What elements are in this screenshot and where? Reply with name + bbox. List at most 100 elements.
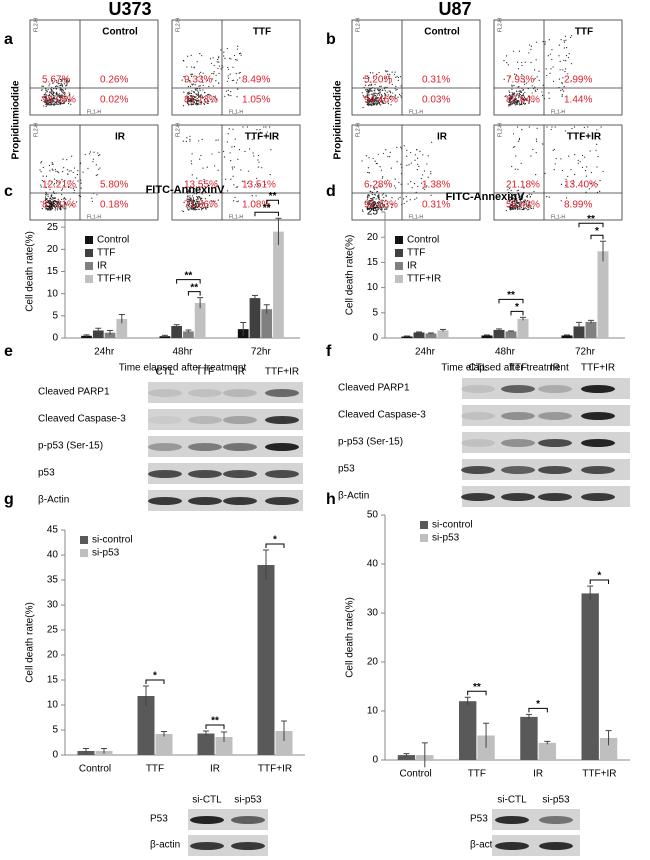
event-dot (571, 182, 573, 184)
event-dot (422, 187, 424, 189)
event-dot (66, 169, 69, 171)
event-dot (513, 84, 515, 87)
event-dot (511, 84, 513, 86)
event-dot (509, 95, 512, 97)
event-dot (548, 92, 550, 94)
event-dot (379, 204, 382, 206)
event-dot (533, 79, 535, 81)
y-tick-label: 10 (47, 700, 59, 711)
event-dot (53, 101, 55, 103)
x-tick-label: TTF+IR (582, 769, 616, 780)
event-dot (373, 90, 375, 92)
event-dot (201, 55, 203, 57)
event-dot (190, 208, 193, 210)
event-dot (395, 85, 397, 87)
event-dot (49, 104, 52, 106)
event-dot (223, 150, 225, 153)
event-dot (207, 100, 209, 102)
event-dot (196, 61, 198, 63)
event-dot (574, 173, 576, 176)
event-dot (530, 45, 532, 47)
event-dot (205, 95, 207, 97)
event-dot (189, 99, 191, 102)
quadrant-percent: 5.80% (100, 180, 128, 191)
y-tick-label: 40 (367, 559, 379, 570)
event-dot (193, 199, 195, 202)
event-dot (60, 102, 62, 104)
blot-strip (462, 378, 630, 399)
event-dot (369, 72, 372, 74)
event-dot (384, 207, 386, 209)
event-dot (233, 54, 236, 57)
event-dot (193, 67, 195, 69)
event-dot (65, 80, 68, 82)
event-dot (368, 202, 370, 204)
event-dot (69, 94, 71, 96)
blot-band (501, 493, 535, 501)
event-dot (378, 94, 381, 96)
event-dot (215, 80, 217, 82)
event-dot (372, 102, 375, 104)
event-dot (198, 85, 200, 87)
event-dot (372, 97, 374, 99)
event-dot (513, 95, 515, 97)
significance-label: * (536, 699, 540, 710)
event-dot (517, 168, 519, 170)
event-dot (210, 99, 212, 101)
event-dot (515, 194, 517, 196)
event-dot (515, 201, 517, 203)
event-dot (195, 198, 198, 201)
significance-label: * (597, 571, 601, 582)
event-dot (381, 194, 383, 196)
event-dot (407, 183, 409, 185)
event-dot (192, 201, 194, 203)
event-dot (192, 100, 194, 102)
event-dot (397, 76, 400, 79)
event-dot (416, 149, 418, 151)
event-dot (228, 57, 231, 59)
event-dot (52, 93, 55, 95)
event-dot (188, 104, 190, 106)
event-dot (378, 92, 380, 94)
event-dot (381, 199, 383, 201)
event-dot (186, 66, 188, 68)
legend-label: si-control (432, 520, 473, 531)
event-dot (379, 88, 381, 91)
event-dot (59, 94, 61, 96)
event-dot (571, 35, 573, 37)
event-dot (411, 187, 413, 189)
event-dot (517, 61, 519, 63)
event-dot (518, 208, 520, 210)
event-dot (417, 163, 419, 165)
event-dot (253, 155, 255, 157)
event-dot (378, 194, 380, 196)
event-dot (61, 79, 63, 81)
event-dot (62, 78, 64, 80)
event-dot (210, 205, 212, 207)
event-dot (376, 190, 379, 193)
event-dot (397, 79, 399, 82)
event-dot (189, 81, 191, 83)
event-dot (510, 207, 512, 209)
event-dot (423, 188, 426, 190)
event-dot (362, 210, 364, 213)
event-dot (519, 206, 522, 208)
event-dot (535, 140, 538, 142)
event-dot (509, 76, 511, 78)
event-dot (523, 102, 525, 105)
event-dot (64, 203, 67, 205)
blot-column-label: TTF (509, 363, 527, 374)
event-dot (371, 193, 373, 196)
event-dot (226, 190, 229, 192)
event-dot (191, 66, 193, 68)
event-dot (227, 66, 229, 69)
event-dot (200, 94, 202, 96)
legend-label: TTF+IR (407, 274, 441, 285)
event-dot (60, 189, 63, 191)
event-dot (534, 89, 536, 91)
event-dot (45, 205, 47, 207)
bar (599, 737, 618, 760)
event-dot (376, 205, 378, 207)
event-dot (508, 206, 510, 208)
event-dot (220, 49, 222, 51)
